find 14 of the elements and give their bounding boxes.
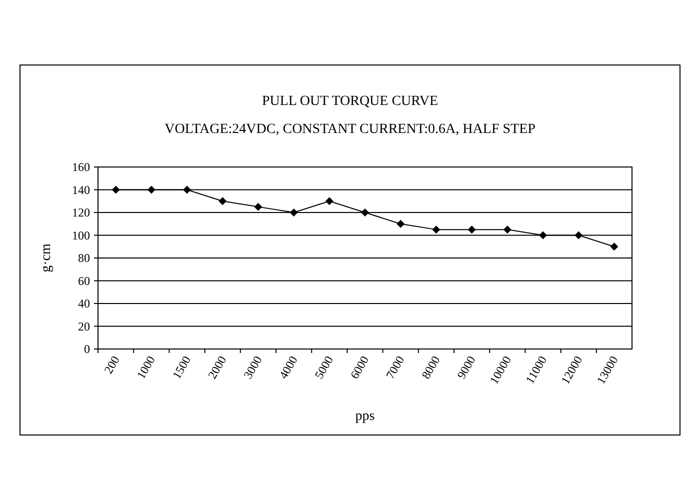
y-tick-label: 120 bbox=[72, 206, 90, 220]
y-tick-label: 0 bbox=[84, 342, 90, 356]
y-tick-label: 40 bbox=[78, 296, 90, 311]
y-tick-label: 160 bbox=[72, 160, 90, 174]
chart-title: PULL OUT TORQUE CURVE bbox=[262, 94, 438, 109]
chart-subtitle: VOLTAGE:24VDC, CONSTANT CURRENT:0.6A, HALF STEP bbox=[164, 122, 536, 137]
y-tick-label: 140 bbox=[72, 182, 90, 197]
y-axis-title: g·cm bbox=[39, 244, 54, 272]
x-axis-title: pps bbox=[355, 409, 375, 424]
y-tick-label: 80 bbox=[78, 251, 90, 266]
y-tick-label: 20 bbox=[78, 319, 90, 334]
y-tick-label: 60 bbox=[78, 274, 90, 288]
y-tick-label: 100 bbox=[72, 228, 90, 242]
x-tick-label: 200 bbox=[101, 354, 122, 376]
